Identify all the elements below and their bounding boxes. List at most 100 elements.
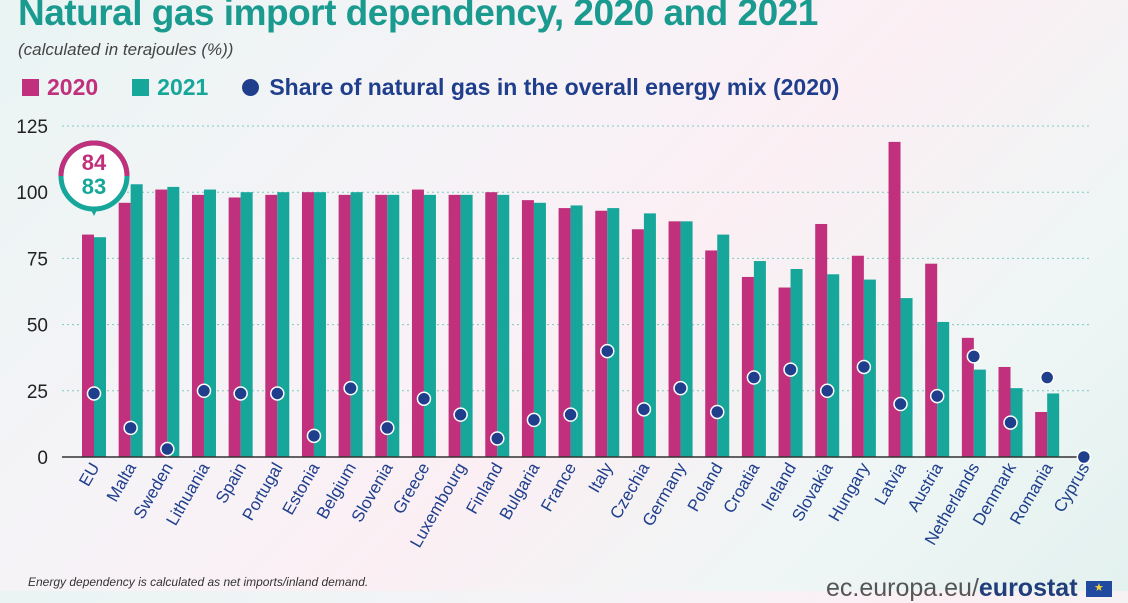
bar-2020 <box>1035 411 1048 457</box>
bar-2021 <box>423 194 436 457</box>
logo-brand: eurostat <box>978 574 1078 602</box>
share-dot <box>526 412 542 428</box>
bar-2021 <box>460 194 473 457</box>
legend-swatch-2020 <box>22 79 39 96</box>
y-tick-label: 25 <box>27 382 48 403</box>
bar-2020 <box>521 200 534 458</box>
category-label: Spain <box>212 460 250 507</box>
share-dot <box>1003 415 1018 430</box>
category-label: Cyprus <box>1050 460 1093 516</box>
bar-2021 <box>387 194 400 457</box>
bar-2021 <box>167 186 180 458</box>
legend-label-share: Share of natural gas in the overall ener… <box>269 74 840 100</box>
share-dot <box>929 388 945 404</box>
bar-2021 <box>790 268 803 457</box>
legend-dot-share <box>242 79 260 96</box>
share-dot <box>709 404 725 420</box>
category-label: Latvia <box>871 459 910 508</box>
legend-swatch-2021 <box>132 79 150 96</box>
bar-2020 <box>595 210 608 457</box>
bar-2020 <box>485 192 498 457</box>
bar-2021 <box>973 369 986 457</box>
share-dot <box>416 391 432 406</box>
bar-2021 <box>94 237 106 457</box>
y-tick-label: 75 <box>27 249 48 270</box>
share-dot <box>270 386 285 401</box>
bar-2021 <box>1047 393 1060 457</box>
bar-2020 <box>375 194 388 457</box>
bar-2021 <box>277 192 290 457</box>
share-dot <box>783 362 798 377</box>
share-dot <box>86 386 102 401</box>
bar-2020 <box>118 202 131 457</box>
bar-2021 <box>497 194 510 457</box>
share-dot <box>856 359 872 375</box>
bar-2020 <box>631 229 644 457</box>
share-dot <box>819 383 835 399</box>
bar-2020 <box>155 189 168 457</box>
share-dot <box>196 383 212 399</box>
bar-2021 <box>900 298 913 457</box>
eu-flag-icon <box>1086 581 1112 597</box>
bar-2021 <box>937 321 950 457</box>
bar-2020 <box>668 221 681 457</box>
share-dot <box>636 402 652 417</box>
bar-2020 <box>961 337 974 457</box>
legend-item-2020: 2020 <box>22 74 98 101</box>
share-dot <box>1076 449 1092 465</box>
y-tick-label: 100 <box>16 183 48 204</box>
y-tick-label: 125 <box>16 117 48 138</box>
logo-prefix: ec.europa.eu/ <box>826 574 979 602</box>
category-label: Malta <box>103 459 141 505</box>
share-dot <box>673 380 688 396</box>
bar-2020 <box>411 189 424 457</box>
bar-2021 <box>203 189 216 457</box>
bar-2020 <box>191 194 204 457</box>
bar-2021 <box>533 202 546 457</box>
bar-2020 <box>558 208 571 457</box>
callout-arc-2020 <box>58 140 130 177</box>
legend-item-share: Share of natural gas in the overall ener… <box>242 74 839 101</box>
share-dot <box>233 386 248 401</box>
eurostat-logo[interactable]: ec.europa.eu/eurostat <box>826 574 1078 603</box>
category-label: France <box>537 460 580 515</box>
bar-2020 <box>228 197 241 457</box>
category-label: EU <box>75 460 103 490</box>
bar-2020 <box>998 366 1011 457</box>
share-dot <box>599 343 615 359</box>
bar-2021 <box>827 274 840 457</box>
bar-2021 <box>240 192 253 457</box>
bar-2020 <box>925 263 938 457</box>
bar-2020 <box>338 194 351 457</box>
bar-2021 <box>717 234 730 457</box>
chart-title: Natural gas import dependency, 2020 and … <box>18 0 818 33</box>
bar-2021 <box>643 213 656 457</box>
share-dot <box>453 407 468 422</box>
legend-label-2021: 2021 <box>157 74 209 100</box>
share-dot <box>1039 370 1055 385</box>
bar-2020 <box>851 255 864 457</box>
bar-2021 <box>570 205 583 457</box>
bar-2020 <box>82 234 94 457</box>
share-dot <box>746 370 762 385</box>
legend: 2020 2021 Share of natural gas in the ov… <box>22 74 873 101</box>
bar-2021 <box>130 184 143 458</box>
share-dot <box>893 396 908 412</box>
bar-2021 <box>607 208 620 457</box>
bar-2021 <box>350 192 363 457</box>
legend-label-2020: 2020 <box>47 74 99 100</box>
share-dot <box>380 420 395 436</box>
share-dot <box>123 420 138 436</box>
y-tick-label: 0 <box>37 448 48 469</box>
callout-value-2021: 83 <box>82 174 106 199</box>
category-label: Croatia <box>719 459 763 516</box>
bar-2021 <box>313 192 326 457</box>
category-label: Italy <box>585 459 617 496</box>
bar-2020 <box>265 194 278 457</box>
bar-2020 <box>815 223 828 457</box>
share-dot <box>563 407 578 422</box>
share-dot <box>306 428 322 444</box>
bar-2020 <box>301 192 314 457</box>
y-tick-label: 50 <box>27 316 48 337</box>
